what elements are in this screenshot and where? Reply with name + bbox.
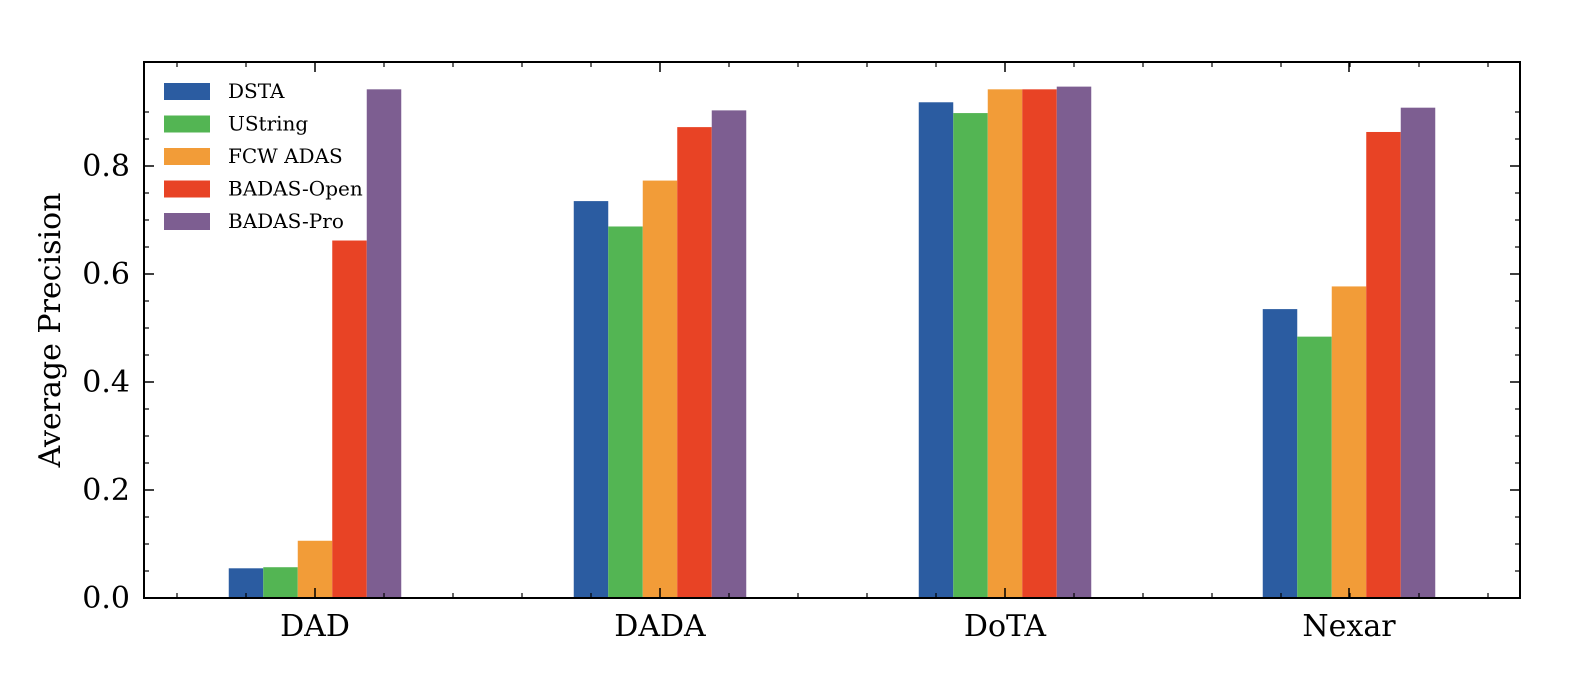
- bar-badas-pro-dota: [1056, 86, 1092, 599]
- y-tick-label: 0.0: [82, 581, 130, 616]
- legend: DSTA UString FCW ADAS BADAS-Open BADAS-Pro: [164, 79, 363, 233]
- bar-badas-pro-dad: [366, 89, 402, 598]
- x-tick-label: DoTA: [964, 609, 1046, 644]
- x-tick-label: DAD: [280, 609, 350, 644]
- legend-label: FCW ADAS: [228, 144, 343, 168]
- bar-ustring-dada: [608, 226, 643, 599]
- ticks-group: 0.0 0.2 0.4 0.6 0.8 DAD DADA DoTA Nexar: [82, 62, 1520, 644]
- bars-group: [228, 86, 1436, 599]
- x-tick-label: DADA: [614, 609, 706, 644]
- bar-fcw-adas-dota: [987, 89, 1023, 598]
- legend-swatch: [164, 115, 210, 133]
- bar-fcw-adas-nexar: [1331, 286, 1367, 598]
- legend-label: DSTA: [228, 79, 285, 103]
- legend-label: BADAS-Pro: [228, 209, 344, 233]
- y-tick-label: 0.6: [82, 257, 130, 292]
- bar-badas-pro-nexar: [1400, 107, 1436, 599]
- legend-swatch: [164, 83, 210, 100]
- bar-badas-open-nexar: [1366, 131, 1401, 599]
- legend-swatch: [164, 148, 210, 165]
- y-tick-label: 0.8: [82, 149, 130, 184]
- bar-ustring-nexar: [1297, 336, 1332, 598]
- bar-fcw-adas-dada: [642, 180, 678, 598]
- plot-frame: [143, 61, 1521, 599]
- legend-label: BADAS-Open: [228, 177, 363, 201]
- y-tick-label: 0.4: [82, 365, 130, 400]
- bar-badas-open-dada: [677, 127, 712, 599]
- legend-swatch: [164, 213, 210, 230]
- bar-dsta-nexar: [1262, 309, 1298, 598]
- bar-badas-open-dad: [332, 240, 367, 598]
- y-tick-label: 0.2: [82, 473, 130, 508]
- bar-ustring-dad: [263, 567, 298, 598]
- legend-swatch: [164, 180, 210, 198]
- bar-badas-pro-dada: [711, 110, 747, 598]
- bar-ustring-dota: [953, 113, 988, 598]
- y-axis-title: Average Precision: [33, 193, 68, 469]
- bar-dsta-dota: [918, 102, 954, 598]
- bar-badas-open-dota: [1022, 89, 1057, 598]
- x-tick-label: Nexar: [1302, 609, 1396, 644]
- bar-dsta-dada: [573, 201, 609, 598]
- legend-label: UString: [228, 112, 308, 136]
